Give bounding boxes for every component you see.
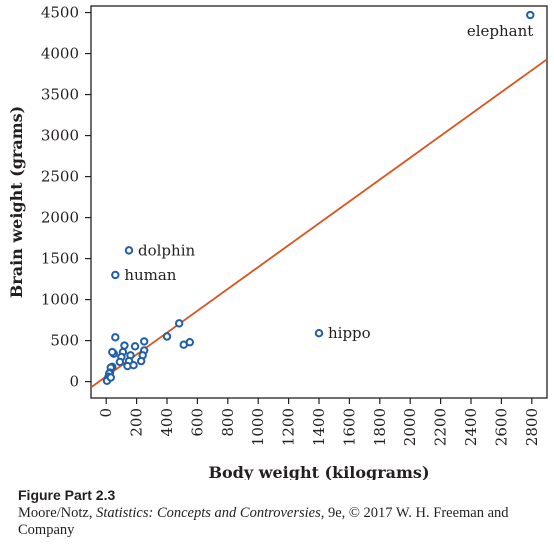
y-tick-label: 1500 bbox=[41, 250, 79, 268]
y-tick-label: 500 bbox=[50, 332, 79, 350]
caption-credit-prefix: Moore/Notz, bbox=[18, 505, 97, 521]
regression-line bbox=[90, 58, 548, 389]
data-point bbox=[111, 333, 120, 342]
x-tick-label: 1800 bbox=[371, 408, 389, 446]
y-axis-title: Brain weight (grams) bbox=[7, 106, 26, 298]
annotations: elephant dolphin human hippo bbox=[124, 22, 533, 342]
data-point bbox=[162, 332, 172, 341]
x-tick-label: 2400 bbox=[462, 408, 480, 446]
x-axis-title: Body weight (kilograms) bbox=[208, 463, 429, 480]
caption-credit-suffix: , 9e, © 2017 W. H. Freeman and Company bbox=[18, 505, 509, 538]
x-tick-label: 2600 bbox=[492, 408, 510, 446]
x-tick-label: 1600 bbox=[340, 408, 358, 446]
x-tick-label: 200 bbox=[128, 408, 146, 437]
point-label-dolphin: dolphin bbox=[138, 241, 195, 259]
x-tick-label: 2000 bbox=[401, 408, 419, 446]
regression-line-layer bbox=[90, 58, 548, 389]
data-point-human bbox=[111, 270, 120, 280]
y-tick-label: 4500 bbox=[41, 4, 79, 22]
y-tick-label: 2500 bbox=[41, 168, 79, 186]
y-tick-label: 3500 bbox=[41, 86, 79, 104]
x-tick-label: 800 bbox=[219, 408, 237, 437]
x-tick-label: 2200 bbox=[432, 408, 450, 446]
y-tick-label: 3000 bbox=[41, 127, 79, 145]
x-tick-label: 2800 bbox=[523, 408, 541, 446]
y-tick-label: 4000 bbox=[41, 45, 79, 63]
data-point bbox=[130, 342, 140, 351]
point-label-elephant: elephant bbox=[467, 22, 533, 40]
data-point bbox=[174, 319, 184, 328]
data-point bbox=[106, 373, 115, 382]
scatter-chart: 0 200 400 600 800 1000 1200 1400 1600 1800 2000 220… bbox=[7, 4, 548, 480]
x-tick-label: 0 bbox=[97, 408, 115, 418]
x-tick-label: 400 bbox=[158, 408, 176, 437]
caption-book-title: Statistics: Concepts and Controversies bbox=[96, 505, 321, 521]
data-points bbox=[102, 10, 535, 385]
data-point bbox=[115, 357, 125, 367]
x-tick-label: 1000 bbox=[249, 408, 267, 446]
y-tick-label: 0 bbox=[69, 373, 79, 391]
x-tick-label: 600 bbox=[188, 408, 206, 437]
data-point bbox=[108, 347, 117, 357]
y-axis-ticks: 0 500 1000 1500 2000 2500 3000 3500 4000 4500 bbox=[41, 4, 91, 391]
data-point bbox=[136, 356, 146, 366]
data-point-dolphin bbox=[124, 246, 134, 255]
x-tick-label: 1200 bbox=[280, 408, 298, 446]
y-tick-label: 1000 bbox=[41, 291, 79, 309]
data-point-elephant bbox=[526, 10, 535, 20]
data-point bbox=[129, 360, 138, 370]
point-label-human: human bbox=[124, 266, 176, 284]
data-point bbox=[140, 337, 149, 346]
figure-caption-title: Figure Part 2.3 bbox=[18, 487, 116, 503]
figure-caption-credit: Moore/Notz, Statistics: Concepts and Con… bbox=[18, 505, 548, 539]
y-tick-label: 2000 bbox=[41, 209, 79, 227]
x-axis-ticks: 0 200 400 600 800 1000 1200 1400 1600 1800 2000 220… bbox=[97, 398, 541, 446]
data-point bbox=[120, 341, 129, 350]
data-point bbox=[179, 340, 188, 349]
data-point-hippo bbox=[314, 329, 324, 338]
point-label-hippo: hippo bbox=[328, 324, 371, 342]
x-tick-label: 1400 bbox=[310, 408, 328, 446]
